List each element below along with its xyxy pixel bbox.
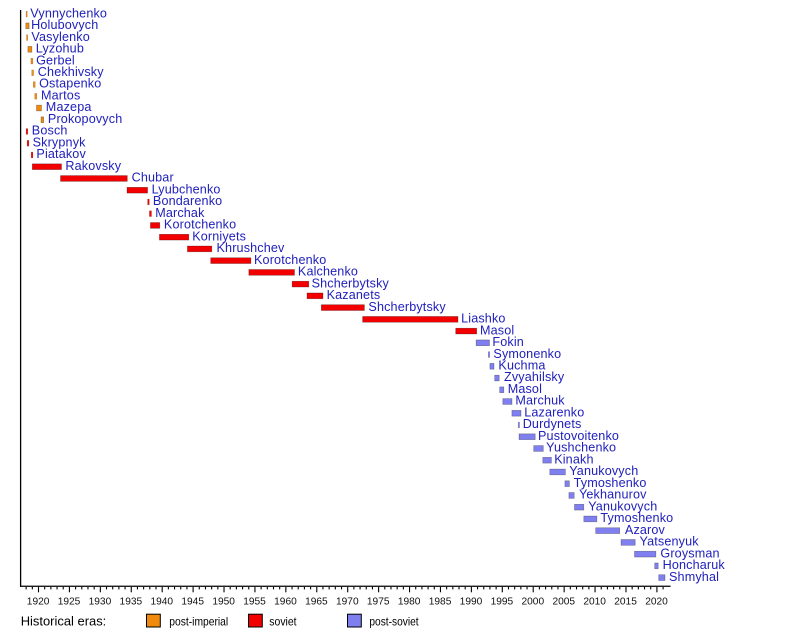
- svg-text:Groysman: Groysman: [660, 546, 719, 560]
- svg-text:Piatakov: Piatakov: [36, 147, 86, 161]
- svg-text:Tymoshenko: Tymoshenko: [574, 476, 647, 490]
- svg-text:Durdynets: Durdynets: [523, 417, 582, 431]
- svg-text:Yanukovych: Yanukovych: [569, 464, 638, 478]
- svg-text:1975: 1975: [367, 597, 390, 608]
- svg-text:post-imperial: post-imperial: [169, 615, 228, 629]
- svg-text:Kinakh: Kinakh: [554, 452, 593, 466]
- svg-text:Rakovsky: Rakovsky: [65, 159, 121, 173]
- svg-text:1940: 1940: [150, 597, 173, 608]
- svg-text:2010: 2010: [583, 597, 606, 608]
- svg-text:2000: 2000: [522, 597, 545, 608]
- svg-text:Zvyahilsky: Zvyahilsky: [504, 370, 565, 384]
- svg-text:Liashko: Liashko: [461, 312, 505, 326]
- svg-text:Lyubchenko: Lyubchenko: [152, 182, 221, 196]
- svg-text:Yanukovych: Yanukovych: [588, 499, 657, 513]
- svg-text:Yekhanurov: Yekhanurov: [579, 488, 647, 502]
- svg-text:Masol: Masol: [480, 323, 514, 337]
- svg-text:2015: 2015: [614, 597, 637, 608]
- svg-text:Vynnychenko: Vynnychenko: [30, 6, 107, 20]
- svg-text:Masol: Masol: [508, 382, 542, 396]
- svg-text:Fokin: Fokin: [492, 335, 524, 349]
- svg-text:Kazanets: Kazanets: [327, 288, 381, 302]
- svg-text:Marchak: Marchak: [155, 206, 205, 220]
- svg-text:soviet: soviet: [269, 615, 297, 629]
- svg-text:post-soviet: post-soviet: [369, 615, 419, 629]
- svg-text:Kuchma: Kuchma: [498, 359, 545, 373]
- svg-text:Korotchenko: Korotchenko: [164, 218, 236, 232]
- svg-text:1985: 1985: [429, 597, 452, 608]
- svg-text:Gerbel: Gerbel: [36, 53, 75, 67]
- svg-text:1990: 1990: [460, 597, 483, 608]
- svg-text:Holubovych: Holubovych: [31, 18, 98, 32]
- svg-text:Historical eras:: Historical eras:: [21, 614, 107, 629]
- svg-text:Korotchenko: Korotchenko: [254, 253, 326, 267]
- svg-text:Martos: Martos: [41, 88, 80, 102]
- svg-text:Skrypnyk: Skrypnyk: [33, 135, 87, 149]
- svg-text:Honcharuk: Honcharuk: [663, 558, 726, 572]
- svg-text:Kalchenko: Kalchenko: [298, 265, 358, 279]
- svg-text:Chekhivsky: Chekhivsky: [38, 65, 104, 79]
- svg-text:Azarov: Azarov: [625, 523, 666, 537]
- svg-text:Ostapenko: Ostapenko: [39, 77, 101, 91]
- svg-text:Khrushchev: Khrushchev: [217, 241, 286, 255]
- svg-text:Marchuk: Marchuk: [515, 394, 565, 408]
- svg-text:Yatsenyuk: Yatsenyuk: [640, 535, 700, 549]
- svg-text:Lyzohub: Lyzohub: [36, 42, 84, 56]
- svg-text:1995: 1995: [491, 597, 514, 608]
- svg-text:Chubar: Chubar: [132, 171, 174, 185]
- svg-text:1945: 1945: [181, 597, 204, 608]
- svg-text:Tymoshenko: Tymoshenko: [600, 511, 673, 525]
- svg-text:1965: 1965: [305, 597, 328, 608]
- svg-text:Korniyets: Korniyets: [192, 229, 246, 243]
- svg-text:1950: 1950: [212, 597, 235, 608]
- svg-text:Shmyhal: Shmyhal: [669, 570, 719, 584]
- svg-text:1955: 1955: [243, 597, 266, 608]
- svg-text:Symonenko: Symonenko: [493, 347, 561, 361]
- svg-text:Shcherbytsky: Shcherbytsky: [368, 300, 446, 314]
- svg-text:Bondarenko: Bondarenko: [153, 194, 222, 208]
- svg-text:1970: 1970: [336, 597, 359, 608]
- svg-text:Mazepa: Mazepa: [46, 100, 92, 114]
- svg-text:Pustovoitenko: Pustovoitenko: [538, 429, 619, 443]
- svg-text:2005: 2005: [552, 597, 575, 608]
- svg-text:1935: 1935: [120, 597, 143, 608]
- svg-text:1920: 1920: [27, 597, 50, 608]
- svg-text:Bosch: Bosch: [32, 124, 68, 138]
- svg-text:Lazarenko: Lazarenko: [524, 405, 584, 419]
- svg-text:1980: 1980: [398, 597, 421, 608]
- svg-text:Shcherbytsky: Shcherbytsky: [312, 276, 390, 290]
- svg-text:1930: 1930: [89, 597, 112, 608]
- svg-text:1960: 1960: [274, 597, 297, 608]
- svg-text:Yushchenko: Yushchenko: [546, 441, 616, 455]
- svg-text:2020: 2020: [645, 597, 668, 608]
- svg-text:1925: 1925: [58, 597, 81, 608]
- svg-text:Prokopovych: Prokopovych: [48, 112, 122, 126]
- svg-text:Vasylenko: Vasylenko: [31, 30, 90, 44]
